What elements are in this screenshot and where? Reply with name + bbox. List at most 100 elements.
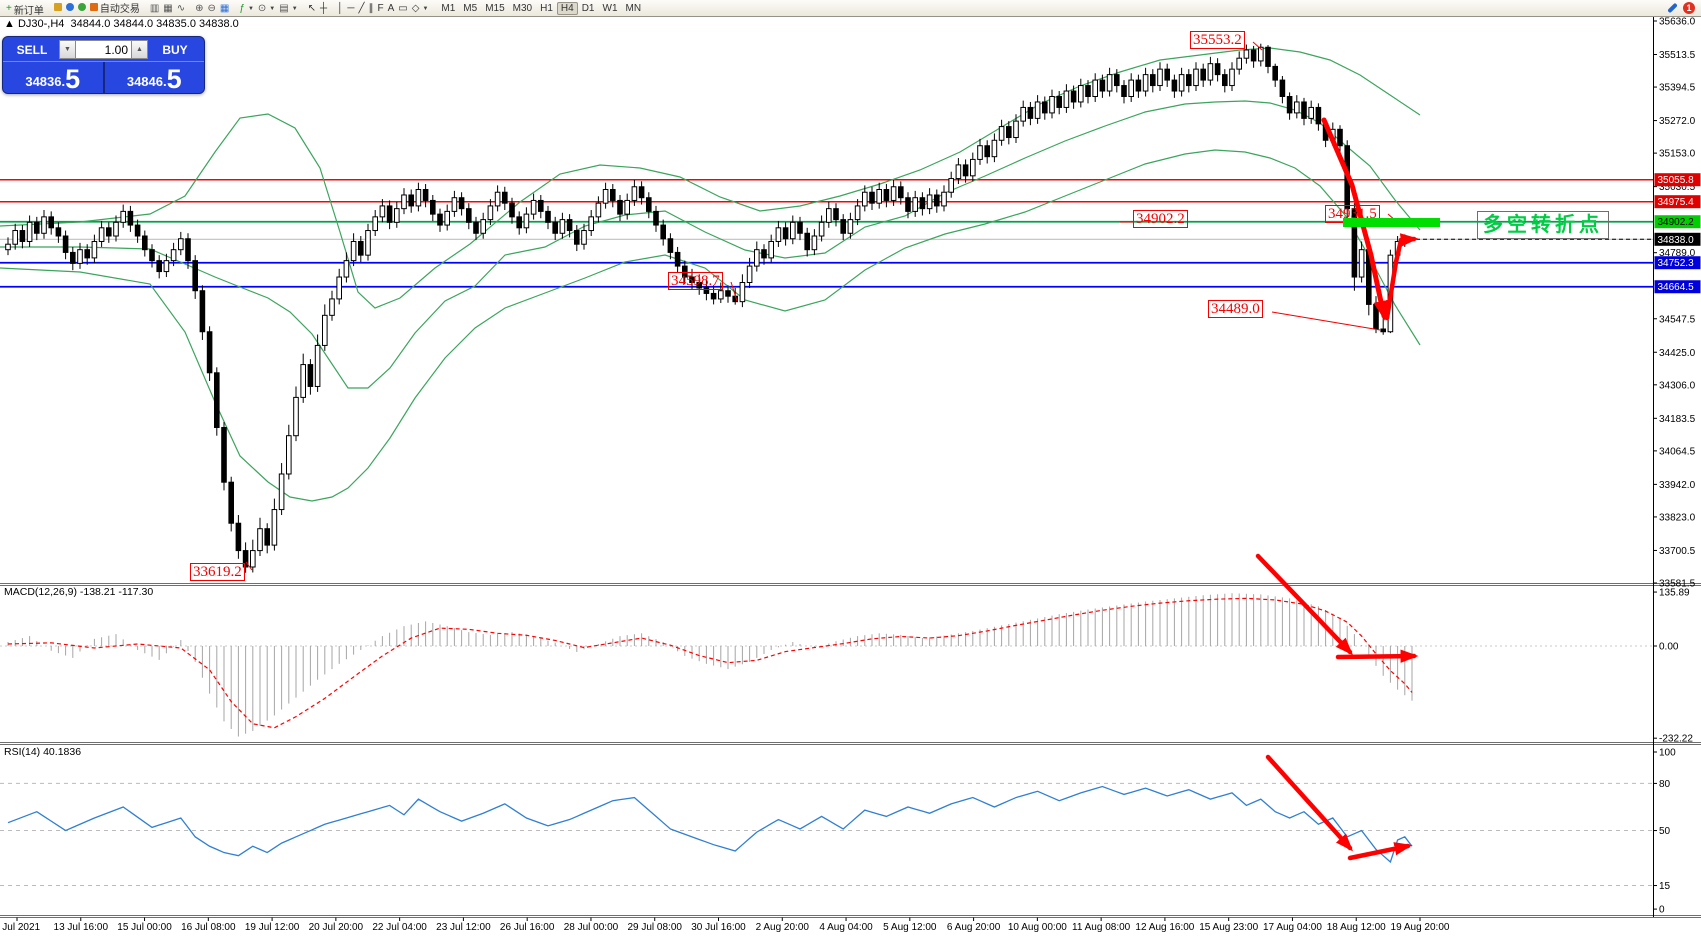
chart-line-button[interactable]: ∿ xyxy=(175,2,187,16)
alerts-button[interactable] xyxy=(76,0,88,14)
candle-down xyxy=(1056,95,1063,108)
candle-up xyxy=(329,298,335,316)
candle-up xyxy=(163,260,170,273)
horizontal-line-icon: ─ xyxy=(347,3,355,14)
buy-button[interactable]: BUY xyxy=(162,42,188,57)
timeframe-m15[interactable]: M15 xyxy=(485,2,505,14)
text-button[interactable]: A xyxy=(386,2,397,16)
axis-label: 22 Jul 04:00 xyxy=(372,922,427,933)
periods-button[interactable]: ⊙ ▼ xyxy=(256,2,277,16)
trend-arrow[interactable] xyxy=(1335,649,1419,663)
price-label[interactable]: 35553.2 xyxy=(1190,31,1245,49)
candle-down xyxy=(1214,63,1221,76)
candle-down xyxy=(149,249,155,262)
horizontal-line-button[interactable]: ─ xyxy=(345,2,356,16)
templates-button[interactable]: ▤ ▼ xyxy=(277,2,299,16)
candle-down xyxy=(62,235,69,253)
fibonacci-button[interactable]: F xyxy=(376,2,386,16)
crosshair-button[interactable]: ┼ xyxy=(318,2,329,16)
candle-up xyxy=(372,216,378,232)
pivot-text-label[interactable]: 多空转折点 xyxy=(1477,211,1609,239)
timeframe-mn[interactable]: MN xyxy=(625,2,642,14)
axis-label: 0.00 xyxy=(1659,642,1679,653)
candle-up xyxy=(98,227,105,242)
profile-button[interactable] xyxy=(64,0,76,14)
trend-arrow[interactable] xyxy=(1384,233,1419,321)
axis-label: 20 Jul 20:00 xyxy=(309,922,364,933)
volume-up-button[interactable]: ▲ xyxy=(131,40,148,59)
market-watch-icon xyxy=(53,3,62,11)
candle-down xyxy=(1200,68,1207,81)
timeframe-h4[interactable]: H4 xyxy=(556,1,578,15)
chart-bars-button[interactable]: ▥ xyxy=(148,2,161,16)
candle-up xyxy=(890,186,897,201)
buy-price[interactable]: 34846. 5 xyxy=(105,62,205,93)
quote-ohlc: 34844.0 34844.0 34835.0 34838.0 xyxy=(70,18,239,30)
buy-price-main: 34846. xyxy=(126,74,167,89)
candle-up xyxy=(77,249,83,264)
wrench-icon[interactable] xyxy=(1667,2,1678,14)
market-watch-button[interactable] xyxy=(52,0,64,14)
indicators-add-button[interactable]: ƒ ▼ xyxy=(237,2,256,16)
chevron-down-icon: ▼ xyxy=(269,6,276,12)
timeframe-d1[interactable]: D1 xyxy=(581,2,595,14)
candle-down xyxy=(458,197,465,210)
timeframe-w1[interactable]: W1 xyxy=(602,2,618,14)
fibonacci-icon: F xyxy=(377,3,384,14)
candle-down xyxy=(552,221,559,234)
pivot-highlight-bar[interactable] xyxy=(1343,218,1440,227)
volume-down-button[interactable]: ▼ xyxy=(59,40,76,59)
candle-down xyxy=(1006,126,1012,139)
bollinger-lower xyxy=(0,149,1421,502)
axis-label: 6 Aug 20:00 xyxy=(947,922,1001,933)
price-label[interactable]: 34489.0 xyxy=(1208,300,1263,318)
price-label[interactable]: 33619.2 xyxy=(190,563,245,581)
axis-label: 100 xyxy=(1659,748,1676,759)
notification-badge[interactable]: 1 xyxy=(1683,2,1695,14)
candle-down xyxy=(502,191,508,204)
axis-label: 19 Jul 12:00 xyxy=(245,922,300,933)
candle-down xyxy=(358,240,364,256)
price-label[interactable]: 34598.7 xyxy=(668,272,723,290)
candle-down xyxy=(667,238,674,253)
trendline-button[interactable]: ╱ xyxy=(356,2,366,16)
arrow-label-button[interactable]: ▭ xyxy=(396,2,409,16)
sell-button[interactable]: SELL xyxy=(16,42,48,57)
vertical-line-button[interactable]: │ xyxy=(335,2,345,16)
chart-candles-button[interactable]: ▦ xyxy=(161,2,174,16)
timeframe-m5[interactable]: M5 xyxy=(463,2,478,14)
candle-down xyxy=(192,260,198,292)
zoom-out-button[interactable]: ⊖ xyxy=(206,2,218,16)
candle-up xyxy=(1236,57,1243,70)
channel-button[interactable]: ∥ xyxy=(367,2,376,16)
candle-up xyxy=(113,221,119,237)
candle-up xyxy=(588,216,595,232)
axis-label: 35636.0 xyxy=(1659,17,1696,28)
indicators-add-icon: ƒ xyxy=(239,3,245,14)
axis-label: 18 Aug 12:00 xyxy=(1327,922,1386,933)
zoom-in-button[interactable]: ⊕ xyxy=(193,2,205,16)
timeframe-h1[interactable]: H1 xyxy=(540,2,553,14)
timeframe-m1[interactable]: M1 xyxy=(441,2,456,14)
label-connector xyxy=(730,281,738,302)
auto-trading-button[interactable]: 自动交易 xyxy=(88,0,142,15)
cursor-button[interactable]: ↖ xyxy=(306,2,318,16)
shapes-button[interactable]: ◇ ▼ xyxy=(410,2,431,16)
axis-label: 19 Aug 20:00 xyxy=(1391,922,1450,933)
new-order-button[interactable]: + 新订单 xyxy=(4,2,46,17)
chart-candles-icon: ▦ xyxy=(163,3,173,14)
sell-price[interactable]: 34836. 5 xyxy=(3,62,103,93)
trend-arrow[interactable] xyxy=(1255,553,1354,656)
candle-down xyxy=(516,216,523,229)
candle-up xyxy=(91,240,98,259)
candle-down xyxy=(185,238,191,262)
timeframe-m30[interactable]: M30 xyxy=(512,2,533,14)
candle-up xyxy=(718,290,724,300)
trend-arrow[interactable] xyxy=(1347,842,1413,861)
tile-windows-button[interactable]: ▦ xyxy=(218,2,231,16)
candle-down xyxy=(1135,79,1142,92)
volume-input[interactable] xyxy=(76,40,131,59)
trend-arrow[interactable] xyxy=(1265,754,1354,852)
price-label[interactable]: 34902.2 xyxy=(1133,210,1188,228)
